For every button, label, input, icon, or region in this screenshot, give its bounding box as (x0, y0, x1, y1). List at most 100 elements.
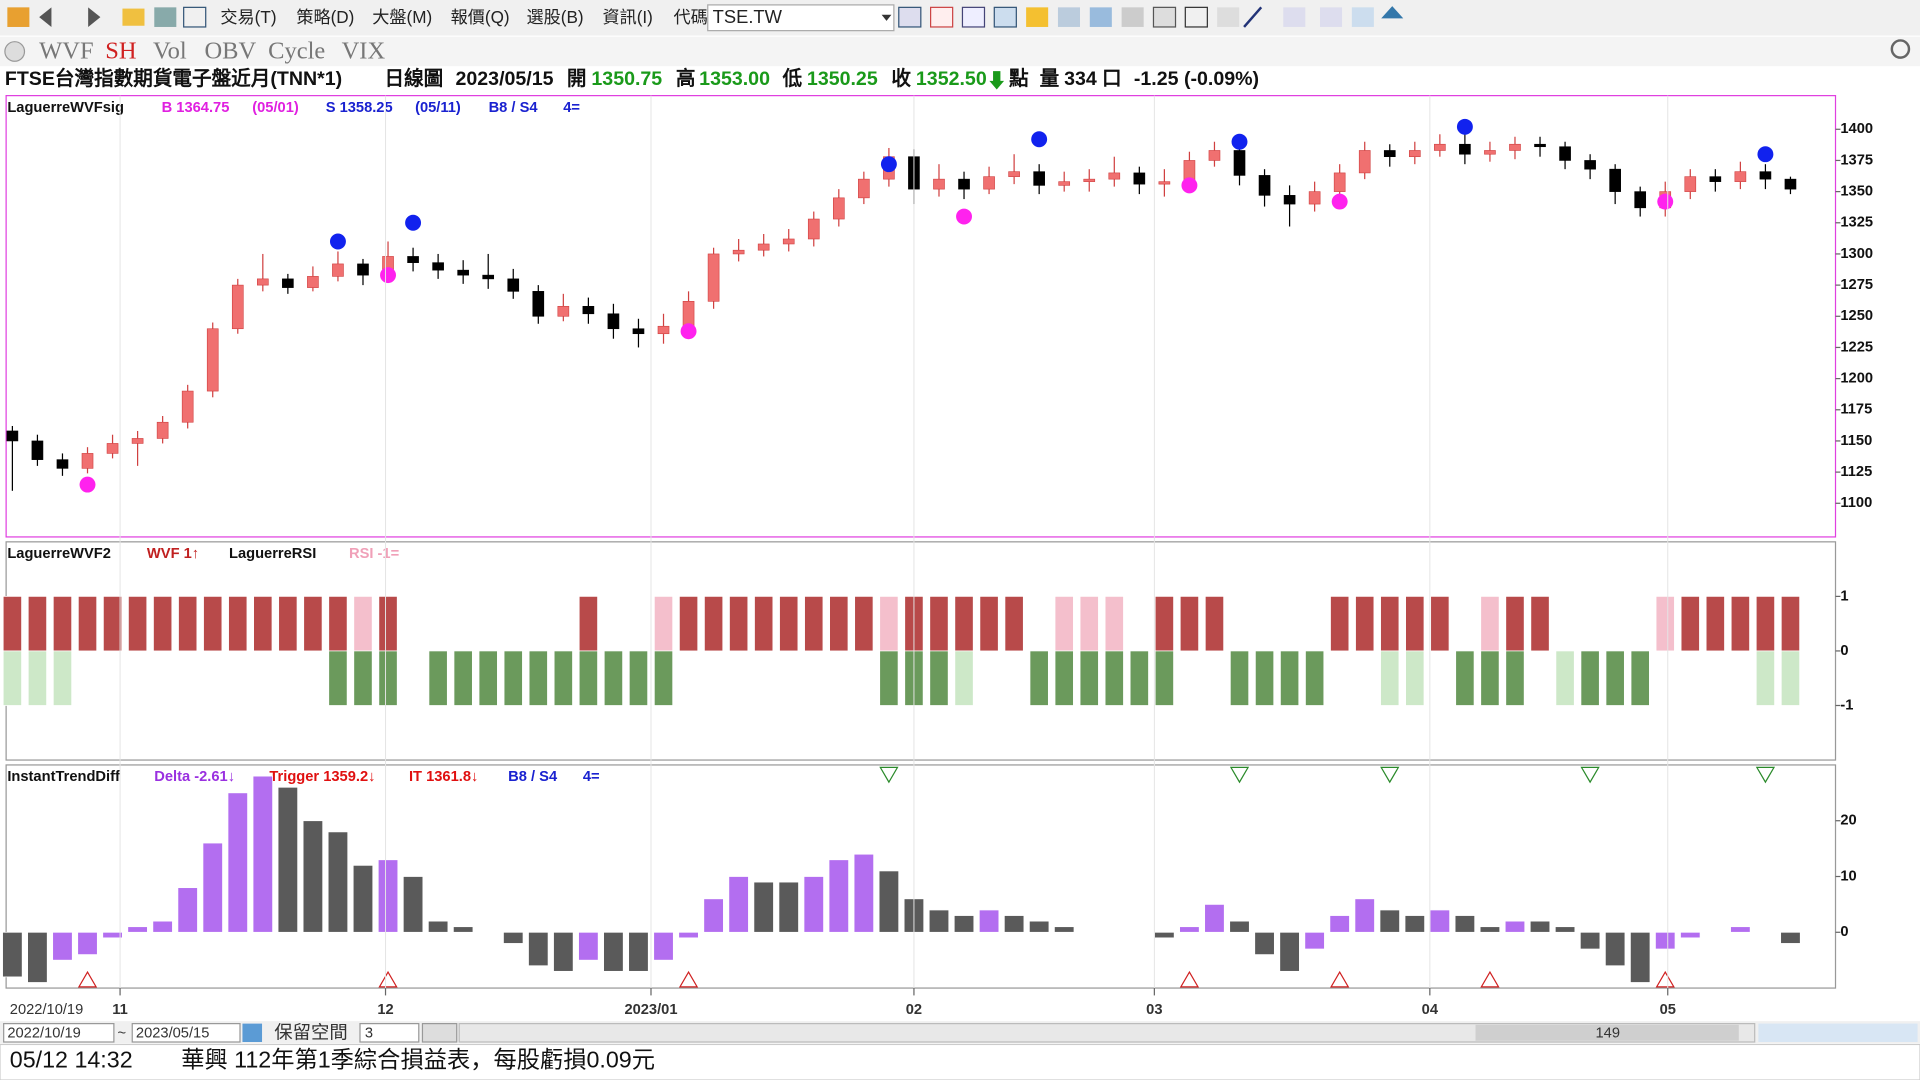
tool-button[interactable] (1121, 7, 1144, 27)
signal-bar (628, 650, 649, 706)
signal-bar (52, 650, 73, 706)
legend-item: WVF 1↑ (147, 546, 199, 562)
tool-button[interactable] (1026, 7, 1049, 27)
y-tick-label: 1175 (1840, 402, 1872, 418)
zoom-buttons[interactable] (1758, 1023, 1918, 1042)
tab[interactable]: OBV (204, 37, 256, 64)
scroll-thumb[interactable] (1475, 1024, 1739, 1041)
back-button[interactable] (39, 7, 52, 27)
candle-body (1759, 171, 1772, 180)
signal-bar (1505, 596, 1525, 652)
signal-bar (578, 596, 598, 652)
toolbar (0, 0, 1920, 36)
signal-bar (879, 650, 899, 706)
tool-button[interactable] (1243, 6, 1263, 28)
histogram-bar (1028, 920, 1050, 933)
signal-bar (829, 596, 849, 652)
symbol-input[interactable] (707, 4, 895, 32)
signal-bar (754, 596, 774, 652)
reserve-input[interactable] (359, 1022, 420, 1043)
histogram-bar (1554, 926, 1576, 933)
tab-menu-button[interactable] (4, 41, 26, 62)
y-tick-label: 1325 (1840, 215, 1873, 231)
menu-item[interactable]: 選股(B) (527, 7, 584, 27)
tool-button[interactable] (993, 6, 1017, 28)
menu-item[interactable]: 報價(Q) (451, 7, 510, 27)
signal-bar (1580, 650, 1600, 706)
signal-bar (1104, 650, 1124, 706)
signal-bar (453, 650, 473, 706)
spin-buttons[interactable] (421, 1022, 458, 1043)
histogram-bar (177, 887, 198, 933)
signal-bar (1179, 596, 1199, 652)
menu-item[interactable]: 大盤(M) (372, 7, 432, 27)
tool-button[interactable] (961, 6, 986, 28)
candle-body (1083, 178, 1096, 182)
buy-marker (1480, 970, 1500, 988)
scrollbar[interactable] (458, 1022, 1756, 1043)
histogram-bar (1680, 931, 1701, 939)
period: 日線圖 (384, 67, 443, 90)
menu-item[interactable]: 資訊(I) (602, 7, 652, 27)
tool-button[interactable] (1089, 7, 1112, 27)
menu-item[interactable]: 交易(T) (220, 7, 276, 27)
low-label: 低 (781, 67, 802, 90)
open-button[interactable] (122, 8, 145, 26)
reserve-label: 保留空間 (274, 1021, 347, 1042)
buy-marker (77, 970, 98, 988)
candle-body (782, 238, 795, 245)
menu-item[interactable]: 策略(D) (296, 7, 354, 27)
tab[interactable]: Vol (153, 37, 187, 64)
tab[interactable]: WVF (39, 37, 93, 64)
legend-item: 4= (583, 769, 600, 785)
tab-active[interactable]: SH (105, 37, 136, 64)
news-headline[interactable]: 華興 112年第1季綜合損益表，每股虧損0.09元 (181, 1047, 655, 1073)
tool-button[interactable] (930, 6, 954, 28)
dropdown-arrow[interactable] (881, 14, 892, 21)
tab[interactable]: Cycle (268, 37, 325, 64)
sell-marker (1580, 766, 1600, 784)
signal-dot (956, 208, 972, 225)
histogram-bar (1454, 915, 1476, 933)
candle-body (1584, 160, 1596, 170)
signal-bar (679, 596, 699, 652)
home-button[interactable] (7, 7, 30, 27)
tool-button[interactable] (1351, 7, 1374, 27)
tool-button[interactable] (1057, 7, 1080, 27)
legend-item: InstantTrendDiff (7, 769, 120, 785)
tab[interactable]: VIX (342, 37, 386, 64)
y-tick-label: 1150 (1840, 433, 1872, 449)
signal-bar (1079, 596, 1099, 652)
signal-bar (929, 650, 949, 706)
print-button[interactable] (154, 7, 177, 27)
zoom-button[interactable] (183, 6, 207, 28)
y-tick-label: 1 (1840, 588, 1848, 604)
buy-marker (378, 970, 398, 988)
signal-dot (880, 156, 897, 173)
tool-button[interactable] (1320, 7, 1343, 27)
signal-bar (378, 650, 398, 706)
sell-marker (1380, 766, 1400, 784)
signal-bar (1305, 650, 1325, 706)
candle-body (732, 249, 745, 255)
scroll-position: 149 (1596, 1025, 1621, 1041)
go-button[interactable] (242, 1023, 263, 1042)
tool-button[interactable] (1184, 6, 1208, 28)
legend-item: S 1358.25 (326, 100, 393, 116)
x-tick-label: 2023/01 (624, 1002, 677, 1018)
forward-button[interactable] (88, 7, 101, 27)
from-date-input[interactable] (3, 1022, 115, 1043)
histogram-bar (52, 931, 73, 961)
signal-dot (329, 233, 346, 250)
tool-button[interactable] (1217, 7, 1240, 27)
tool-button[interactable] (1283, 7, 1306, 27)
to-date-input[interactable] (131, 1022, 241, 1043)
tool-button[interactable] (898, 6, 922, 28)
from-date: 2022/10/19 (7, 1025, 80, 1041)
tool-button[interactable] (1381, 6, 1404, 19)
candle-body (1509, 143, 1521, 151)
tool-button[interactable] (1152, 6, 1177, 28)
search-button[interactable] (1890, 39, 1911, 59)
signal-bar (1530, 596, 1550, 652)
